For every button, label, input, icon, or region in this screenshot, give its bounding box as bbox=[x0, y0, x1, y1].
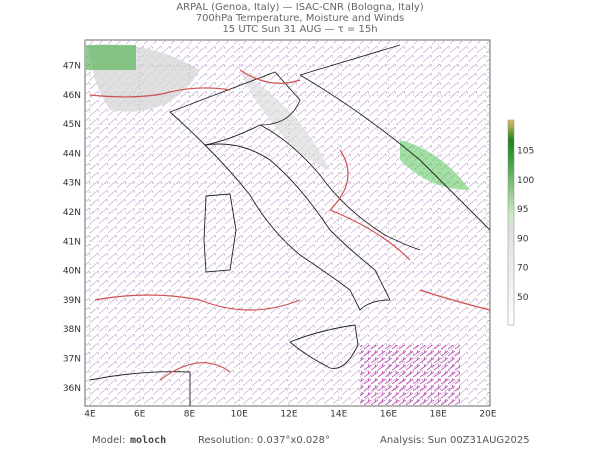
resolution: Resolution: 0.037°x0.028° bbox=[198, 435, 330, 446]
colorbar-label: 50 bbox=[517, 293, 529, 303]
map-frame bbox=[84, 39, 491, 407]
lat-label: 42N bbox=[63, 208, 81, 218]
lat-label: 37N bbox=[63, 355, 81, 365]
lat-label: 47N bbox=[63, 62, 81, 72]
lat-label: 45N bbox=[63, 120, 81, 130]
colorbar-label: 90 bbox=[517, 234, 529, 244]
title-line: 700hPa Temperature, Moisture and Winds bbox=[196, 13, 405, 24]
lon-label: 20E bbox=[479, 410, 496, 420]
colorbar-label: 70 bbox=[517, 264, 529, 274]
colorbar-label: 105 bbox=[517, 147, 534, 157]
lon-label: 18E bbox=[430, 410, 447, 420]
lon-label: 4E bbox=[84, 410, 96, 420]
lon-label: 6E bbox=[134, 410, 146, 420]
title-line: 15 UTC Sun 31 AUG — τ = 15h bbox=[222, 24, 377, 35]
lon-label: 14E bbox=[330, 410, 347, 420]
lat-label: 36N bbox=[63, 384, 81, 394]
lat-label: 44N bbox=[63, 149, 81, 159]
lat-label: 43N bbox=[63, 179, 81, 189]
lon-label: 16E bbox=[380, 410, 397, 420]
lon-label: 8E bbox=[184, 410, 196, 420]
lat-label: 38N bbox=[63, 325, 81, 335]
lat-label: 46N bbox=[63, 91, 81, 101]
lon-label: 10E bbox=[231, 410, 248, 420]
colorbar bbox=[507, 119, 515, 326]
title-block: ARPAL (Genoa, Italy) — ISAC-CNR (Bologna… bbox=[176, 2, 423, 35]
graticule bbox=[85, 40, 490, 406]
axis-labels: 47N 46N 45N 44N 43N 42N 41N 40N 39N 38N 37N 36N 4E 6E… bbox=[63, 62, 535, 420]
model-label: Model: bbox=[92, 435, 125, 446]
colorbar-label: 100 bbox=[517, 176, 534, 186]
model-name: moloch bbox=[130, 435, 166, 446]
colorbar-label: 95 bbox=[517, 205, 528, 215]
analysis: Analysis: Sun 00Z31AUG2025 bbox=[380, 435, 530, 446]
title-line: ARPAL (Genoa, Italy) — ISAC-CNR (Bologna… bbox=[176, 2, 423, 13]
lon-label: 12E bbox=[280, 410, 297, 420]
footer: Model: moloch Resolution: 0.037°x0.028° … bbox=[92, 435, 530, 446]
lat-label: 40N bbox=[63, 267, 81, 277]
lat-label: 39N bbox=[63, 296, 81, 306]
lat-label: 41N bbox=[63, 237, 81, 247]
